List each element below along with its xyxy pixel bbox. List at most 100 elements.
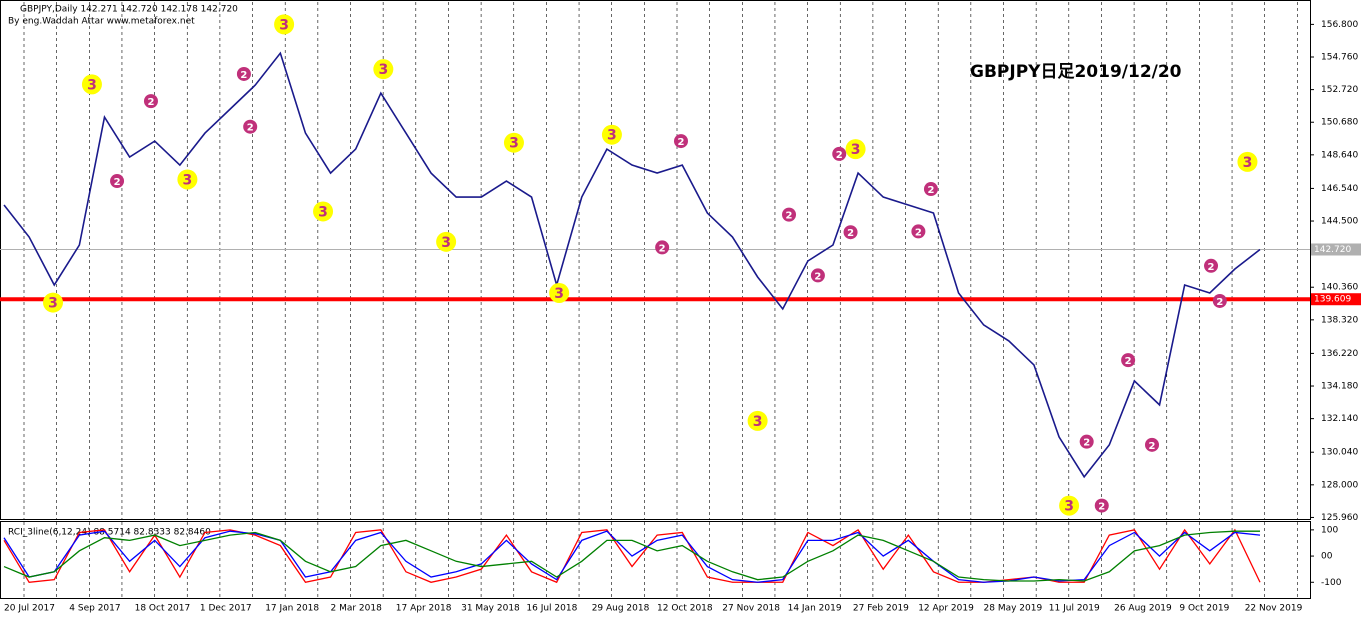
wave-marker — [373, 59, 394, 80]
wave-marker — [503, 132, 524, 153]
wave-marker — [1094, 498, 1109, 513]
price-label: 142.720 — [1314, 245, 1351, 255]
wave-label: 3 — [48, 296, 58, 312]
price-label: 139.609 — [1314, 295, 1351, 305]
wave-label: 3 — [183, 172, 193, 188]
wave-marker — [911, 224, 926, 239]
wave-marker — [1121, 353, 1136, 368]
wave-label: 2 — [915, 227, 922, 238]
wave-marker — [81, 74, 102, 95]
wave-label: 3 — [851, 142, 861, 158]
x-tick-label: 22 Nov 2019 — [1245, 604, 1303, 614]
x-tick-label: 29 Aug 2018 — [592, 604, 650, 614]
wave-label: 3 — [753, 414, 763, 430]
wave-label: 3 — [378, 62, 388, 78]
wave-marker — [110, 174, 125, 189]
x-tick-label: 12 Apr 2019 — [918, 604, 974, 614]
price-label-box — [1311, 293, 1361, 306]
wave-label: 3 — [441, 235, 451, 251]
wave-marker — [1237, 151, 1258, 172]
wave-marker — [243, 119, 258, 134]
wave-label: 3 — [509, 136, 519, 152]
x-tick-label: 12 Oct 2018 — [657, 604, 713, 614]
wave-label: 3 — [318, 204, 328, 220]
x-tick-label: 16 Jul 2018 — [526, 604, 577, 614]
wave-marker — [274, 14, 295, 35]
x-tick-label: 17 Apr 2018 — [396, 604, 452, 614]
wave-label: 3 — [279, 17, 289, 33]
wave-marker — [1059, 495, 1080, 516]
wave-label: 2 — [814, 271, 821, 282]
y-tick-label: 152.720 — [1321, 85, 1358, 95]
x-tick-label: 31 May 2018 — [461, 604, 520, 614]
wave-marker — [747, 410, 768, 431]
wave-marker — [810, 268, 825, 283]
wave-label: 2 — [1208, 262, 1215, 273]
wave-label: 2 — [114, 177, 121, 188]
wave-label: 2 — [786, 211, 793, 222]
wave-marker — [1204, 258, 1219, 273]
x-tick-label: 27 Nov 2018 — [722, 604, 780, 614]
wave-label: 3 — [1064, 499, 1074, 515]
wave-marker — [601, 124, 622, 145]
wave-marker — [655, 240, 670, 255]
y-tick-label: -100 — [1321, 578, 1342, 588]
y-tick-label: 138.320 — [1321, 315, 1358, 325]
wave-marker — [1212, 293, 1227, 308]
wave-label: 3 — [87, 77, 97, 93]
symbol-line: GBPJPY,Daily 142.271 142.720 142.178 142… — [20, 5, 238, 15]
y-tick-label: 144.500 — [1321, 217, 1358, 227]
wave-marker — [673, 134, 688, 149]
x-tick-label: 20 Jul 2017 — [4, 604, 55, 614]
rci-title: RCI_3line(6,12,24) 88.5714 82.8333 82.84… — [8, 528, 211, 538]
wave-marker — [845, 139, 866, 160]
wave-marker — [236, 66, 251, 81]
wave-label: 2 — [659, 243, 666, 254]
wave-marker — [436, 231, 457, 252]
wave-marker — [782, 207, 797, 222]
x-tick-label: 27 Feb 2019 — [853, 604, 909, 614]
wave-label: 2 — [1098, 502, 1105, 513]
y-tick-label: 156.800 — [1321, 20, 1358, 30]
x-tick-label: 18 Oct 2017 — [135, 604, 191, 614]
wave-label: 2 — [247, 123, 254, 134]
wave-marker — [177, 169, 198, 190]
wave-label: 2 — [836, 150, 843, 161]
y-tick-label: 140.360 — [1321, 283, 1358, 293]
wave-marker — [1144, 437, 1159, 452]
wave-marker — [843, 225, 858, 240]
wave-marker — [43, 292, 64, 313]
author-line: By eng.Waddah Attar www.metaforex.net — [8, 17, 195, 27]
wave-label: 2 — [1216, 297, 1223, 308]
wave-label: 2 — [847, 228, 854, 239]
wave-label: 3 — [1243, 155, 1253, 171]
y-tick-label: 146.540 — [1321, 184, 1358, 194]
x-tick-label: 1 Dec 2017 — [200, 604, 252, 614]
series-line — [3, 530, 1261, 582]
y-tick-label: 100 — [1321, 525, 1338, 535]
wave-label: 3 — [607, 128, 617, 144]
wave-label: 2 — [240, 70, 247, 81]
wave-marker — [313, 201, 334, 222]
wave-marker — [549, 282, 570, 303]
chart-annotation: GBPJPY日足2019/12/20 — [970, 62, 1182, 82]
y-tick-label: 136.220 — [1321, 349, 1358, 359]
y-tick-label: 148.640 — [1321, 150, 1358, 160]
x-tick-label: 2 Mar 2018 — [331, 604, 383, 614]
y-tick-label: 00 — [1321, 552, 1333, 562]
wave-marker — [143, 94, 158, 109]
x-tick-label: 9 Oct 2019 — [1179, 604, 1229, 614]
x-tick-label: 11 Jul 2019 — [1049, 604, 1100, 614]
y-tick-label: 154.760 — [1321, 52, 1358, 62]
y-tick-label: 130.040 — [1321, 448, 1358, 458]
wave-marker — [1079, 434, 1094, 449]
wave-label: 3 — [554, 286, 564, 302]
wave-marker — [923, 182, 938, 197]
y-tick-label: 134.180 — [1321, 382, 1358, 392]
wave-label: 2 — [1125, 356, 1132, 367]
wave-label: 2 — [678, 137, 685, 148]
x-tick-label: 4 Sep 2017 — [69, 604, 120, 614]
price-label-box — [1311, 243, 1361, 256]
y-tick-label: 125.960 — [1321, 513, 1358, 523]
